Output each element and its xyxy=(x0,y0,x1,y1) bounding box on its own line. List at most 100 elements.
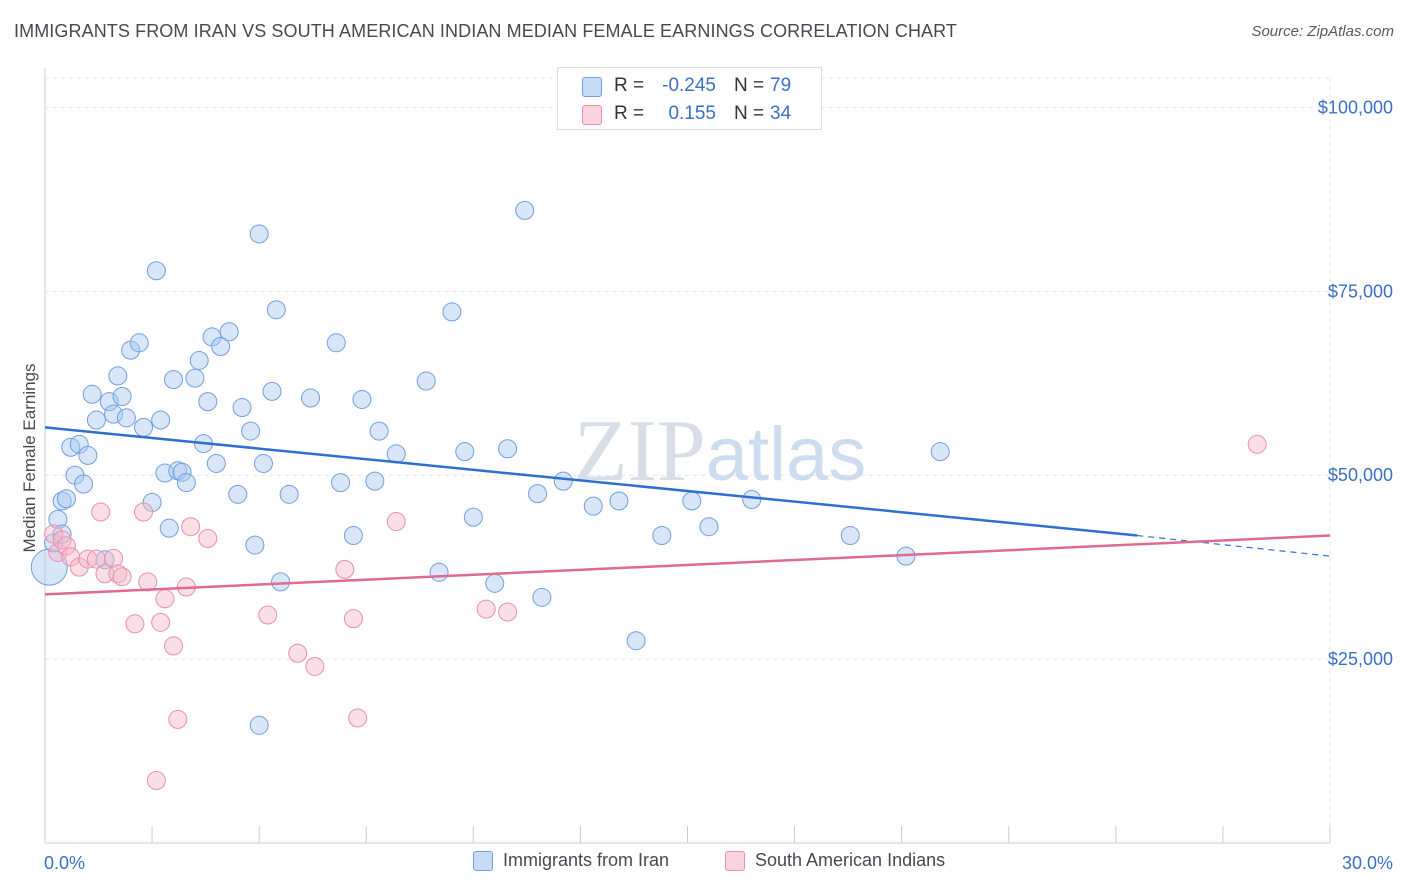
iran-point xyxy=(159,518,179,538)
iran-point xyxy=(185,368,205,388)
iran-point xyxy=(930,442,950,462)
south-american-indian-point xyxy=(198,528,218,548)
iran-point xyxy=(840,526,860,546)
iran-trend-extension xyxy=(1137,534,1331,557)
south-american-indian-point xyxy=(125,614,145,634)
iran-point xyxy=(609,491,629,511)
iran-point xyxy=(352,389,372,409)
iran-point xyxy=(219,322,239,342)
iran-point xyxy=(164,370,183,390)
r-label: R = xyxy=(614,75,645,96)
y-axis-label: Median Female Earnings xyxy=(20,364,39,553)
south-american-indian-point xyxy=(168,709,188,729)
iran-point xyxy=(172,462,192,482)
r-label: R = xyxy=(614,103,645,124)
iran-point xyxy=(583,496,603,516)
iran-point xyxy=(112,387,132,407)
stats-row-iran: R = -0.245 N = 79 xyxy=(558,72,821,100)
iran-point xyxy=(86,410,106,430)
r-value: -0.245 xyxy=(662,75,716,96)
iran-point xyxy=(498,439,518,459)
legend-label: Immigrants from Iran xyxy=(503,850,670,870)
iran-point xyxy=(48,509,68,529)
iran-point xyxy=(241,421,261,441)
iran-point xyxy=(386,444,406,464)
iran-point xyxy=(429,562,449,582)
iran-point xyxy=(301,388,321,408)
y-tick-label: $50,000 xyxy=(1328,465,1393,485)
iran-point xyxy=(742,489,762,509)
iran-point xyxy=(699,517,719,537)
iran-point xyxy=(78,445,98,465)
legend-item-south-american-indians[interactable]: South American Indians xyxy=(725,850,945,871)
iran-point xyxy=(652,526,672,546)
south-american-indian-point xyxy=(164,636,183,656)
iran-point xyxy=(134,417,154,437)
south-american-indian-point xyxy=(348,708,368,728)
iran-swatch xyxy=(473,850,493,871)
watermark: ZIPatlas xyxy=(574,403,867,500)
legend-item-iran[interactable]: Immigrants from Iran xyxy=(473,850,669,871)
iran-point xyxy=(442,302,462,322)
south-american-indian-point xyxy=(155,589,175,609)
south-american-indian-point xyxy=(476,599,496,619)
iran-point xyxy=(82,384,102,404)
south-american-indian-point xyxy=(112,567,132,587)
chart-source: Source: ZipAtlas.com xyxy=(1251,23,1394,40)
iran-point xyxy=(485,573,505,593)
axes xyxy=(44,68,1331,844)
iran-point xyxy=(146,261,166,281)
south-american-indian-point xyxy=(146,770,166,790)
south-american-indian-point xyxy=(343,609,363,629)
south-american-indian-point xyxy=(86,549,106,569)
iran-swatch xyxy=(582,77,602,97)
iran-point xyxy=(416,371,436,391)
south-american-indian-point xyxy=(91,502,111,522)
r-value: 0.155 xyxy=(668,103,716,124)
iran-point xyxy=(228,484,248,504)
iran-point xyxy=(515,200,535,220)
iran-point xyxy=(279,484,299,504)
iran-point xyxy=(249,224,269,244)
south-american-indian-trend-line xyxy=(44,534,1331,596)
iran-point xyxy=(116,408,136,428)
south-american-indian-point xyxy=(498,602,518,622)
iran-point xyxy=(455,442,475,462)
south-american-indian-point xyxy=(181,517,201,537)
iran-point xyxy=(369,421,389,441)
south-american-indian-point xyxy=(56,536,76,556)
south-american-indian-point xyxy=(104,548,124,568)
iran-point xyxy=(56,489,76,509)
stats-row-south-american-indians: R = 0.155 N = 34 xyxy=(558,100,821,128)
iran-point xyxy=(626,631,646,651)
south-american-indians-swatch xyxy=(725,850,745,871)
south-american-indian-point xyxy=(134,502,154,522)
x-tick-label: 30.0% xyxy=(1342,853,1393,873)
iran-point xyxy=(211,336,231,356)
iran-point xyxy=(365,471,385,491)
south-american-indian-point xyxy=(1247,434,1267,454)
tick-labels: $25,000 $50,000 $75,000 $100,000 0.0% 30.0% xyxy=(44,97,1393,873)
south-american-indian-point xyxy=(151,612,171,632)
iran-trend-line xyxy=(44,426,1138,537)
iran-point xyxy=(74,474,94,494)
legend-label: South American Indians xyxy=(755,850,946,870)
iran-point xyxy=(104,404,124,424)
iran-point xyxy=(331,473,351,493)
iran-point xyxy=(463,507,483,527)
south-american-indian-point xyxy=(288,643,308,663)
y-tick-label: $25,000 xyxy=(1328,649,1393,669)
iran-point xyxy=(553,471,573,491)
iran-point xyxy=(528,484,548,504)
series-legend: Immigrants from Iran South American Indi… xyxy=(0,850,1406,878)
iran-point xyxy=(99,392,119,412)
iran-point xyxy=(176,473,196,493)
south-american-indian-point xyxy=(386,512,406,532)
n-value: 79 xyxy=(770,75,792,96)
n-value: 34 xyxy=(770,103,792,124)
iran-point xyxy=(189,350,209,370)
x-tick-label: 0.0% xyxy=(44,853,85,873)
iran-point xyxy=(129,333,149,353)
iran-point xyxy=(151,410,171,430)
